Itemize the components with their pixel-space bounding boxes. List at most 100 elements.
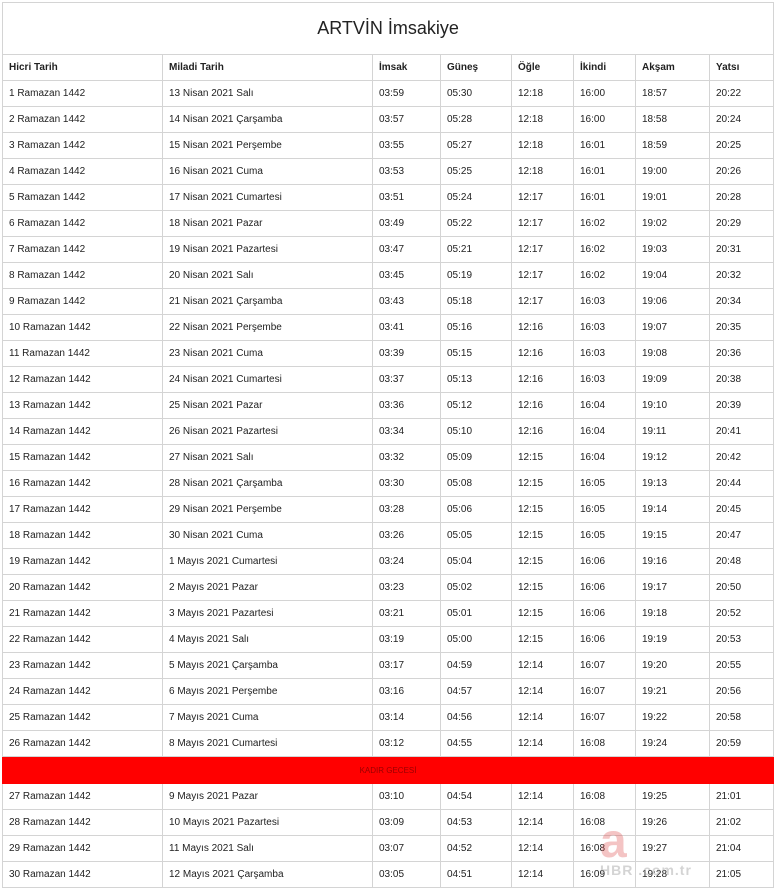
table-row: 1 Ramazan 1442 13 Nisan 2021 Salı 03:59 05:… <box>2 80 775 107</box>
table-cell: 3 Ramazan 1442 <box>2 132 163 159</box>
table-row: 15 Ramazan 1442 27 Nisan 2021 Salı 03:32 05… <box>2 444 775 471</box>
table-cell: 13 Ramazan 1442 <box>2 392 163 419</box>
table-cell: 16:06 <box>573 626 636 653</box>
table-cell: 19:02 <box>635 210 710 237</box>
table-cell: 12:16 <box>511 392 574 419</box>
table-cell: 12:17 <box>511 210 574 237</box>
table-cell: 16:08 <box>573 835 636 862</box>
table-cell: 12:17 <box>511 288 574 315</box>
table-cell: 16:02 <box>573 236 636 263</box>
table-row: 8 Ramazan 1442 20 Nisan 2021 Salı 03:45 05:… <box>2 262 775 289</box>
table-cell: 12:15 <box>511 496 574 523</box>
table-cell: 19:12 <box>635 444 710 471</box>
table-row: 7 Ramazan 1442 19 Nisan 2021 Pazartesi 03:… <box>2 236 775 263</box>
table-cell: 12:17 <box>511 262 574 289</box>
table-cell: 04:53 <box>440 809 512 836</box>
table-cell: 19:11 <box>635 418 710 445</box>
table-cell: 6 Mayıs 2021 Perşembe <box>162 678 373 705</box>
table-row: 30 Ramazan 1442 12 Mayıs 2021 Çarşamba 03:… <box>2 861 775 888</box>
table-cell: 19:04 <box>635 262 710 289</box>
table-cell: 20:59 <box>708 730 775 757</box>
table-row: 21 Ramazan 1442 3 Mayıs 2021 Pazartesi 03:… <box>2 600 775 627</box>
table-cell: 16:02 <box>573 210 636 237</box>
table-cell: 19:18 <box>635 600 710 627</box>
table-cell: 05:12 <box>440 392 512 419</box>
table-cell: 03:17 <box>372 652 441 679</box>
table-row: 12 Ramazan 1442 24 Nisan 2021 Cumartesi 03… <box>2 366 775 393</box>
table-cell: 03:49 <box>372 210 441 237</box>
table-cell: 21:04 <box>708 835 775 862</box>
column-header: Yatsı <box>708 54 775 81</box>
table-cell: 12:15 <box>511 626 574 653</box>
table-cell: 27 Ramazan 1442 <box>2 783 163 810</box>
table-cell: 19:08 <box>635 340 710 367</box>
table-cell: 25 Nisan 2021 Pazar <box>162 392 373 419</box>
table-cell: 16:06 <box>573 574 636 601</box>
table-cell: 12:17 <box>511 236 574 263</box>
table-cell: 05:09 <box>440 444 512 471</box>
table-cell: 03:53 <box>372 158 441 185</box>
table-row: 19 Ramazan 1442 1 Mayıs 2021 Cumartesi 03:… <box>2 548 775 575</box>
table-cell: 16:07 <box>573 678 636 705</box>
table-cell: 19:06 <box>635 288 710 315</box>
table-cell: 16:07 <box>573 652 636 679</box>
table-cell: 20:22 <box>708 80 775 107</box>
table-cell: 20:38 <box>708 366 775 393</box>
table-cell: 04:52 <box>440 835 512 862</box>
table-cell: 19:20 <box>635 652 710 679</box>
table-cell: 19:28 <box>635 861 710 888</box>
table-cell: 03:32 <box>372 444 441 471</box>
table-row: 9 Ramazan 1442 21 Nisan 2021 Çarşamba 03:4… <box>2 288 775 315</box>
column-header: Hicri Tarih <box>2 54 163 81</box>
table-cell: 03:30 <box>372 470 441 497</box>
table-cell: 5 Ramazan 1442 <box>2 184 163 211</box>
table-cell: 16:04 <box>573 444 636 471</box>
table-cell: 11 Ramazan 1442 <box>2 340 163 367</box>
table-cell: 03:36 <box>372 392 441 419</box>
table-cell: 3 Mayıs 2021 Pazartesi <box>162 600 373 627</box>
table-cell: 20:26 <box>708 158 775 185</box>
table-cell: 20:34 <box>708 288 775 315</box>
table-cell: 25 Ramazan 1442 <box>2 704 163 731</box>
table-cell: 16:00 <box>573 106 636 133</box>
table-row: 10 Ramazan 1442 22 Nisan 2021 Perşembe 03:… <box>2 314 775 341</box>
table-cell: 19:22 <box>635 704 710 731</box>
header-row: Hicri Tarih Miladi Tarih İmsak Güneş Öğle İki… <box>2 54 775 81</box>
table-cell: 20:25 <box>708 132 775 159</box>
table-cell: 9 Ramazan 1442 <box>2 288 163 315</box>
table-row: 26 Ramazan 1442 8 Mayıs 2021 Cumartesi 03:… <box>2 730 775 757</box>
table-cell: 05:21 <box>440 236 512 263</box>
table-cell: 03:51 <box>372 184 441 211</box>
table-cell: 03:09 <box>372 809 441 836</box>
table-cell: 05:02 <box>440 574 512 601</box>
table-cell: 6 Ramazan 1442 <box>2 210 163 237</box>
column-header: İmsak <box>372 54 441 81</box>
column-header: İkindi <box>573 54 636 81</box>
table-cell: 24 Nisan 2021 Cumartesi <box>162 366 373 393</box>
table-cell: 04:51 <box>440 861 512 888</box>
table-cell: 5 Mayıs 2021 Çarşamba <box>162 652 373 679</box>
table-cell: 17 Ramazan 1442 <box>2 496 163 523</box>
column-header: Öğle <box>511 54 574 81</box>
table-cell: 19:25 <box>635 783 710 810</box>
table-cell: 03:05 <box>372 861 441 888</box>
table-row: 23 Ramazan 1442 5 Mayıs 2021 Çarşamba 03:1… <box>2 652 775 679</box>
table-cell: 16:01 <box>573 158 636 185</box>
table-cell: 16 Ramazan 1442 <box>2 470 163 497</box>
table-cell: 05:10 <box>440 418 512 445</box>
table-cell: 12:14 <box>511 730 574 757</box>
table-cell: 20:55 <box>708 652 775 679</box>
table-cell: 19:00 <box>635 158 710 185</box>
table-cell: 03:55 <box>372 132 441 159</box>
table-cell: 15 Ramazan 1442 <box>2 444 163 471</box>
table-row: 20 Ramazan 1442 2 Mayıs 2021 Pazar 03:23 05… <box>2 574 775 601</box>
table-cell: 05:24 <box>440 184 512 211</box>
column-header: Güneş <box>440 54 512 81</box>
table-cell: 16:02 <box>573 262 636 289</box>
table-cell: 12:16 <box>511 340 574 367</box>
table-cell: 03:07 <box>372 835 441 862</box>
table-cell: 22 Nisan 2021 Perşembe <box>162 314 373 341</box>
table-cell: 12:14 <box>511 809 574 836</box>
table-row: 4 Ramazan 1442 16 Nisan 2021 Cuma 03:53 05:… <box>2 158 775 185</box>
table-cell: 21 Ramazan 1442 <box>2 600 163 627</box>
